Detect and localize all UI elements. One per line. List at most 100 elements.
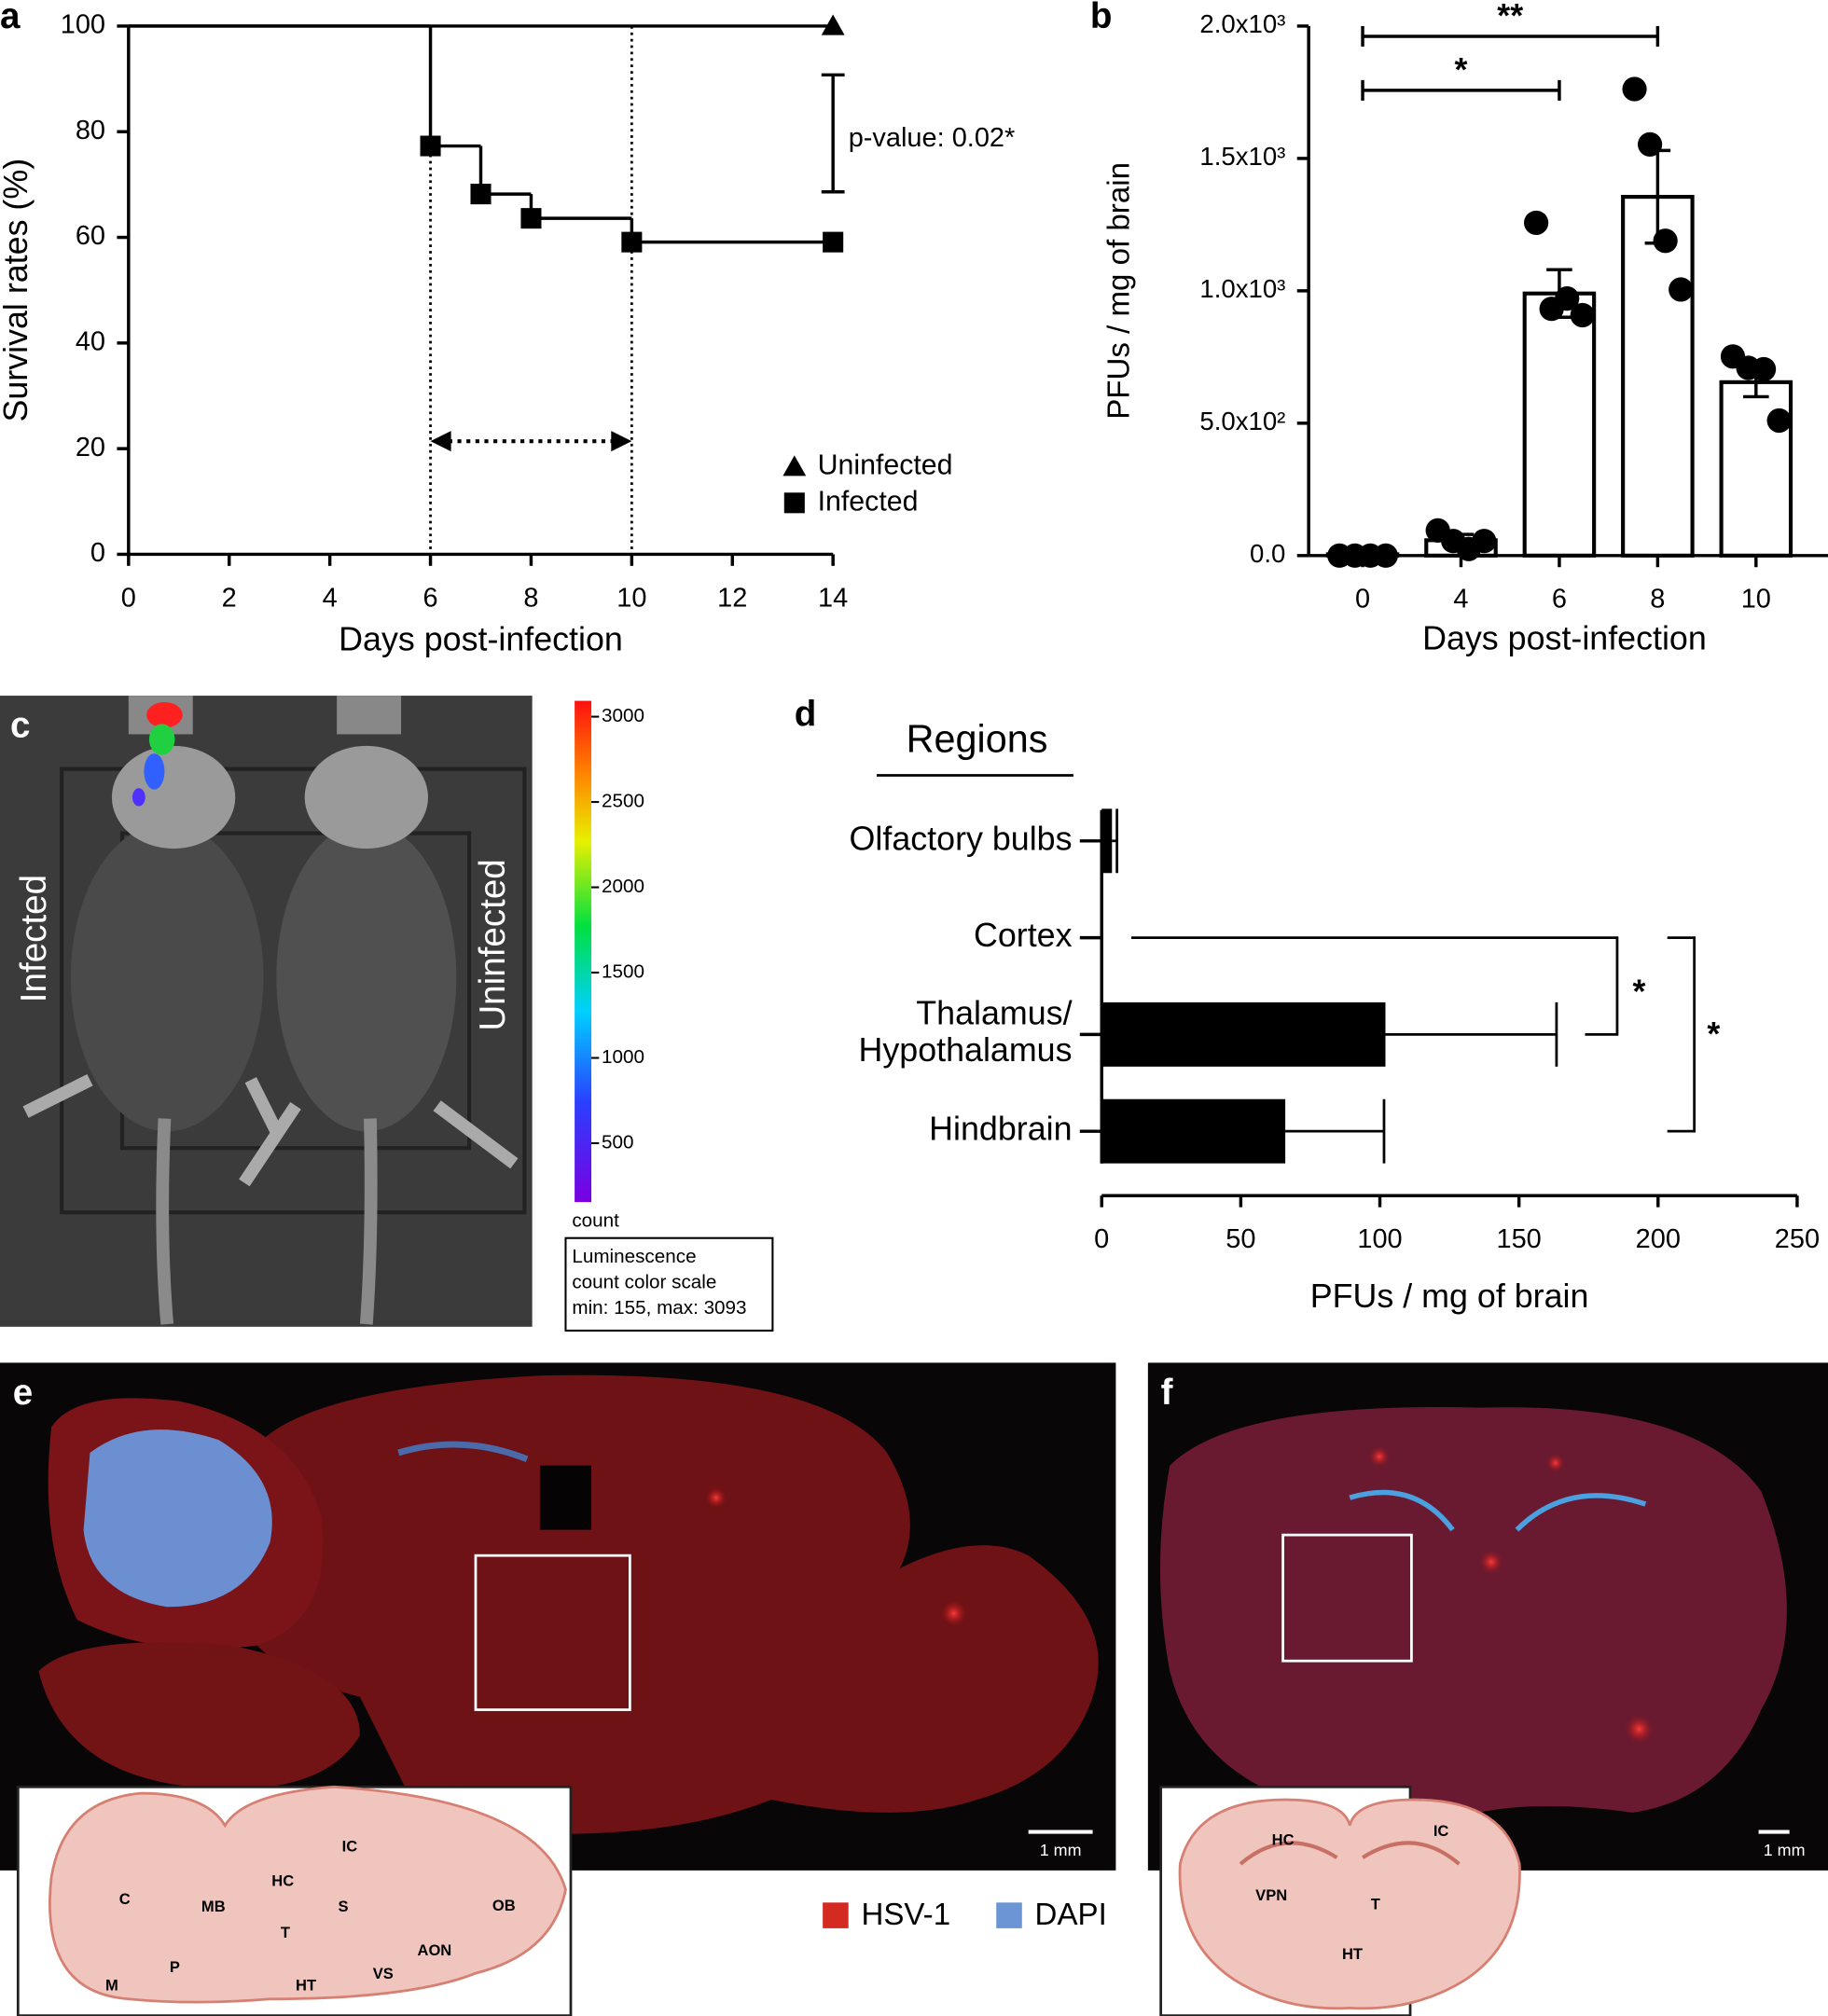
x-axis-label: Days post-infection: [1422, 619, 1707, 656]
legend-label: Uninfected: [818, 450, 953, 481]
inset-label: HC: [1272, 1831, 1295, 1849]
panel-letter: d: [795, 694, 817, 734]
x-axis-label: PFUs / mg of brain: [1310, 1277, 1589, 1315]
inset-label: M: [105, 1976, 118, 1994]
photo-c: [0, 696, 774, 1332]
legend-marker: [783, 492, 805, 514]
x-tick-label: 12: [717, 583, 747, 613]
legend-swatch: [823, 1902, 849, 1928]
colorbar-tick-label: 500: [602, 1131, 633, 1153]
legend-label: DAPI: [1035, 1898, 1107, 1932]
x-tick-label: 2: [222, 583, 237, 613]
x-tick-label: 100: [1357, 1224, 1402, 1254]
y-tick-label: 1.0x10³: [1199, 274, 1285, 303]
panel-letter: a: [0, 0, 21, 36]
marker: [621, 231, 643, 253]
y-tick-label: 2.0x10³: [1199, 9, 1285, 38]
inset-label: C: [119, 1890, 131, 1908]
data-point: [1555, 286, 1580, 311]
y-tick-label: 5.0x10²: [1199, 407, 1285, 435]
legend-marker: [782, 455, 807, 476]
y-tick-label: Olfactory bulbs: [850, 820, 1073, 857]
significance-label: *: [1632, 973, 1645, 1010]
inset-label: IC: [1433, 1822, 1449, 1840]
x-tick-label: 8: [523, 583, 538, 613]
arrow-head: [430, 431, 632, 452]
y-tick-label: Thalamus/Hypothalamus: [859, 995, 1073, 1069]
marker: [420, 135, 441, 157]
bar: [1101, 1001, 1386, 1067]
y-tick-label: Cortex: [974, 917, 1073, 954]
marker: [470, 184, 492, 205]
inset-label: OB: [492, 1897, 516, 1914]
data-point: [1766, 407, 1792, 434]
panel-letter: c: [10, 706, 30, 746]
y-tick-label: 40: [76, 326, 105, 356]
y-tick-label: 20: [76, 433, 105, 463]
x-tick-label: 150: [1497, 1224, 1542, 1254]
inset-label: HT: [1342, 1945, 1363, 1963]
significance-bracket: [1667, 936, 1696, 1133]
data-point: [1653, 228, 1678, 254]
x-tick-label: 6: [1552, 585, 1567, 614]
micrograph-f: [1147, 1362, 1828, 2016]
legend-swatch: [996, 1902, 1022, 1928]
y-tick-label: Hindbrain: [929, 1111, 1072, 1148]
panel-letter: e: [13, 1373, 33, 1413]
x-tick-label: 0: [1094, 1224, 1109, 1254]
colorbar-tick-label: 3000: [602, 705, 644, 726]
y-tick-label: 0.0: [1250, 539, 1285, 568]
panel-letter: f: [1161, 1373, 1173, 1413]
data-point: [1373, 543, 1398, 568]
inset-label: S: [339, 1898, 349, 1915]
x-tick-label: 0: [121, 583, 136, 613]
colorbar-tick-label: 1000: [602, 1046, 644, 1068]
inset-label: VS: [373, 1965, 394, 1982]
y-axis-label: Survival rates (%): [0, 159, 35, 422]
scale-bar-label: 1 mm: [1040, 1841, 1082, 1859]
caption: Luminescence: [572, 1246, 696, 1267]
data-point: [1669, 277, 1694, 302]
x-tick-label: 8: [1650, 585, 1665, 614]
y-tick-label: 1.5x10³: [1199, 142, 1285, 171]
x-tick-label: 6: [423, 583, 438, 613]
bar: [1719, 380, 1793, 558]
inset-label: AON: [418, 1941, 452, 1959]
inset-label: P: [170, 1958, 180, 1976]
data-point: [1622, 76, 1647, 102]
legend-label: Infected: [818, 486, 919, 517]
caption: count color scale: [572, 1271, 716, 1292]
caption: min: 155, max: 3093: [572, 1297, 746, 1319]
x-tick-label: 14: [818, 583, 848, 613]
y-tick-label: 100: [61, 10, 105, 40]
annotation: p-value: 0.02*: [849, 123, 1016, 153]
marker: [823, 231, 844, 253]
marker: [821, 14, 845, 35]
x-tick-label: 50: [1226, 1224, 1255, 1254]
data-point: [1472, 529, 1497, 554]
data-point: [1638, 131, 1663, 157]
bar: [1621, 195, 1695, 558]
image-label: Uninfected: [473, 859, 513, 1030]
data-point: [1570, 302, 1595, 328]
panel-letter: b: [1090, 0, 1113, 36]
x-tick-label: 4: [1453, 585, 1468, 614]
bar: [1522, 291, 1597, 558]
micrograph-e: [0, 1362, 1116, 2016]
inset-label: HC: [271, 1872, 294, 1890]
y-tick-label: 80: [76, 116, 105, 145]
header: Regions: [907, 718, 1048, 761]
bar: [1101, 808, 1113, 874]
x-tick-label: 200: [1636, 1224, 1681, 1254]
x-axis-label: Days post-infection: [339, 621, 623, 658]
colorbar-label: count: [572, 1209, 619, 1231]
colorbar-tick-label: 2500: [602, 791, 644, 812]
data-point: [1751, 356, 1777, 382]
image-label: Infected: [14, 875, 54, 1002]
x-tick-label: 10: [616, 583, 646, 613]
y-tick-label: 60: [76, 221, 105, 251]
significance-bracket: [1130, 936, 1619, 1036]
marker: [520, 208, 542, 229]
